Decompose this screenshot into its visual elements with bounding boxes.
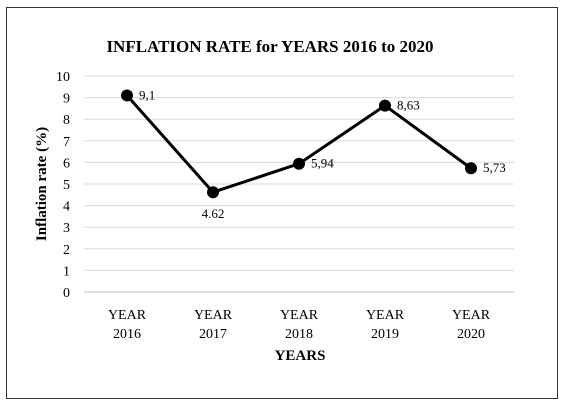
data-label: 8,63 — [397, 98, 420, 113]
chart-title: INFLATION RATE for YEARS 2016 to 2020 — [106, 37, 433, 56]
x-category-label: YEAR — [280, 308, 319, 323]
data-point — [379, 99, 391, 112]
gridlines — [84, 75, 514, 293]
y-tick-label: 7 — [63, 135, 70, 150]
data-label: 5,73 — [483, 160, 506, 175]
x-category-year: 2019 — [371, 327, 399, 342]
y-tick-label: 3 — [63, 221, 70, 236]
y-tick-label: 2 — [63, 243, 70, 258]
data-label: 5,94 — [311, 156, 334, 171]
y-tick-label: 1 — [63, 264, 70, 279]
data-label: 9,1 — [139, 87, 155, 102]
y-tick-label: 4 — [63, 200, 70, 215]
data-point — [465, 162, 477, 175]
series-inflation: 9,1 4.62 5,94 8,63 5,73 — [121, 87, 506, 221]
data-point — [293, 157, 305, 170]
x-category-label: YEAR — [194, 308, 233, 323]
x-category-year: 2017 — [199, 327, 227, 342]
x-category-year: 2018 — [285, 327, 313, 342]
y-tick-label: 8 — [63, 113, 70, 128]
data-point — [121, 89, 133, 102]
data-point — [207, 186, 219, 199]
data-label: 4.62 — [202, 206, 225, 221]
y-tick-label: 5 — [63, 178, 70, 193]
x-category-year: 2016 — [113, 327, 141, 342]
y-axis-ticks: 0 1 2 3 4 5 6 7 8 9 10 — [56, 70, 70, 301]
x-category-label: YEAR — [366, 308, 405, 323]
x-category-year: 2020 — [457, 327, 485, 342]
x-category-label: YEAR — [108, 308, 147, 323]
y-tick-label: 10 — [56, 70, 70, 85]
x-category-label: YEAR — [452, 308, 491, 323]
y-tick-label: 0 — [63, 286, 70, 301]
x-axis-title: YEARS — [275, 348, 326, 364]
chart-frame — [6, 7, 558, 399]
y-tick-label: 9 — [63, 92, 70, 107]
y-tick-label: 6 — [63, 156, 70, 171]
x-axis-categories: YEAR 2016 YEAR 2017 YEAR 2018 YEAR 2019 YEAR 2020 — [108, 308, 491, 342]
y-axis-title: Inflation rate (%) — [34, 127, 50, 241]
